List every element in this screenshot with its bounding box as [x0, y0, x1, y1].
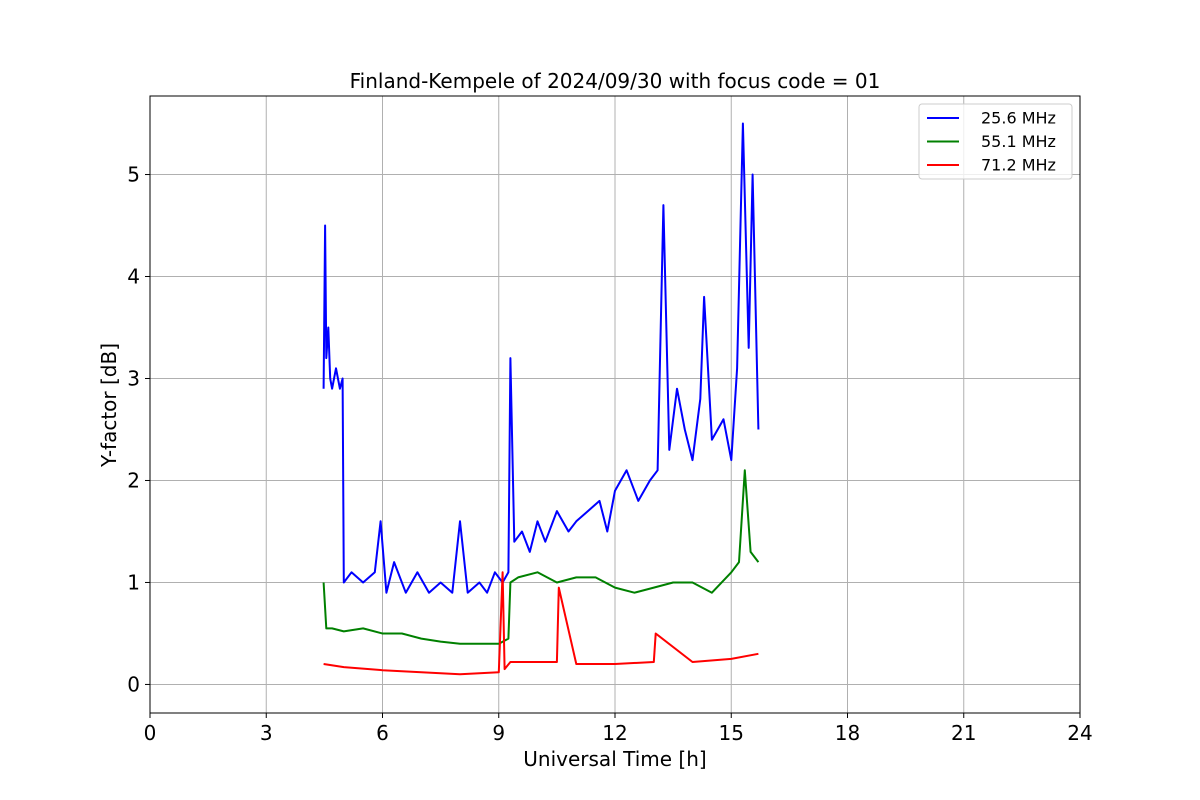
y-tick-label: 1: [127, 570, 140, 594]
x-tick-label: 6: [376, 721, 389, 745]
y-tick-label: 5: [127, 163, 140, 187]
y-tick-label: 2: [127, 468, 140, 492]
legend-frame: [918, 103, 1073, 180]
grid: [149, 96, 1081, 713]
x-tick-label: 15: [719, 721, 744, 745]
x-tick-label: 9: [492, 721, 505, 745]
legend: 25.6 MHz 55.1 MHz 71.2 MHz: [918, 103, 1073, 180]
x-tick-label: 18: [835, 721, 860, 745]
y-tick-label: 0: [127, 672, 140, 696]
legend-label: 55.1 MHz: [981, 132, 1056, 151]
legend-label: 71.2 MHz: [981, 156, 1056, 175]
series-line-25-6-mhz: [322, 122, 760, 594]
series-line-71-2-mhz: [323, 571, 759, 676]
y-axis-label: Y-factor [dB]: [97, 343, 121, 468]
x-axis-label: Universal Time [h]: [523, 747, 706, 771]
series-line-55-1-mhz: [322, 469, 760, 645]
x-tick-label: 21: [951, 721, 976, 745]
y-tick-label: 3: [127, 366, 140, 390]
y-tick-label: 4: [127, 265, 140, 289]
x-tick-label: 24: [1067, 721, 1092, 745]
legend-label: 25.6 MHz: [981, 109, 1056, 128]
x-tick-label: 3: [260, 721, 273, 745]
chart-title: Finland-Kempele of 2024/09/30 with focus…: [350, 69, 881, 93]
x-tick-label: 12: [602, 721, 627, 745]
series-layer: [322, 122, 760, 676]
x-tick-label: 0: [144, 721, 157, 745]
